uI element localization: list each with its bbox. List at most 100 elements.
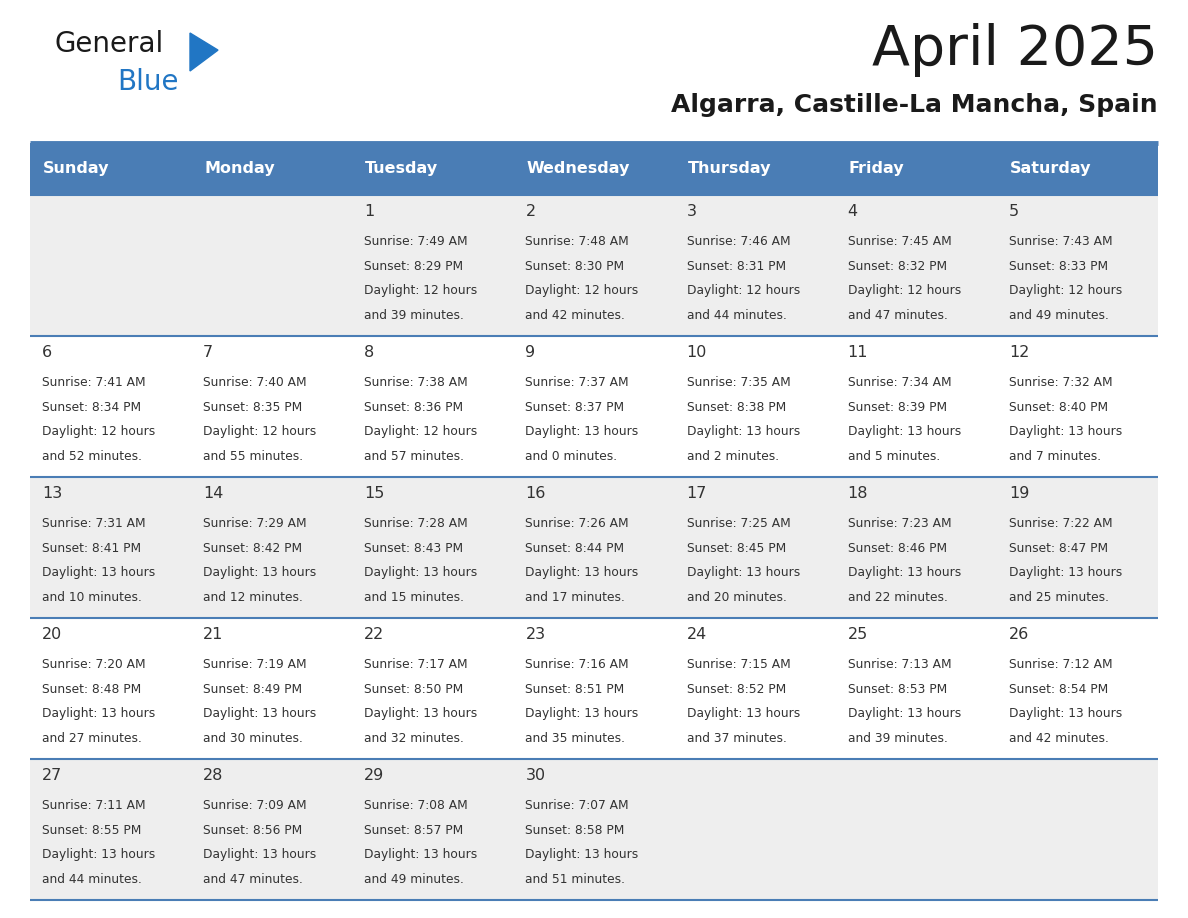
Text: and 27 minutes.: and 27 minutes. [42, 732, 141, 745]
Text: Daylight: 12 hours: Daylight: 12 hours [203, 425, 316, 439]
Text: Daylight: 13 hours: Daylight: 13 hours [848, 708, 961, 721]
Text: 28: 28 [203, 768, 223, 783]
Text: Daylight: 13 hours: Daylight: 13 hours [525, 708, 639, 721]
Text: Blue: Blue [116, 68, 178, 96]
Text: Monday: Monday [204, 162, 274, 176]
Text: and 44 minutes.: and 44 minutes. [687, 309, 786, 322]
Text: Saturday: Saturday [1010, 162, 1092, 176]
Text: Daylight: 13 hours: Daylight: 13 hours [365, 848, 478, 861]
Text: and 57 minutes.: and 57 minutes. [365, 450, 465, 463]
Text: and 49 minutes.: and 49 minutes. [365, 873, 465, 886]
Text: Sunset: 8:57 PM: Sunset: 8:57 PM [365, 823, 463, 836]
Text: 10: 10 [687, 345, 707, 360]
Text: and 25 minutes.: and 25 minutes. [1009, 591, 1108, 604]
Text: Sunset: 8:33 PM: Sunset: 8:33 PM [1009, 260, 1108, 273]
Text: Thursday: Thursday [688, 162, 771, 176]
Text: Sunset: 8:49 PM: Sunset: 8:49 PM [203, 683, 302, 696]
Text: Wednesday: Wednesday [526, 162, 630, 176]
Text: Sunset: 8:56 PM: Sunset: 8:56 PM [203, 823, 303, 836]
Text: Sunrise: 7:17 AM: Sunrise: 7:17 AM [365, 658, 468, 671]
FancyBboxPatch shape [835, 143, 997, 195]
Text: 24: 24 [687, 627, 707, 642]
FancyBboxPatch shape [30, 336, 1158, 477]
Text: 5: 5 [1009, 204, 1019, 219]
Text: Sunrise: 7:34 AM: Sunrise: 7:34 AM [848, 376, 952, 389]
Text: 22: 22 [365, 627, 385, 642]
Text: Daylight: 13 hours: Daylight: 13 hours [42, 566, 156, 579]
Text: Sunrise: 7:26 AM: Sunrise: 7:26 AM [525, 517, 630, 530]
Text: 4: 4 [848, 204, 858, 219]
Text: Sunrise: 7:19 AM: Sunrise: 7:19 AM [203, 658, 307, 671]
Text: 29: 29 [365, 768, 385, 783]
Text: Tuesday: Tuesday [365, 162, 438, 176]
FancyBboxPatch shape [997, 143, 1158, 195]
Text: Sunrise: 7:07 AM: Sunrise: 7:07 AM [525, 799, 630, 812]
Text: 21: 21 [203, 627, 223, 642]
Text: 8: 8 [365, 345, 374, 360]
Text: Daylight: 13 hours: Daylight: 13 hours [365, 708, 478, 721]
Text: and 0 minutes.: and 0 minutes. [525, 450, 618, 463]
FancyBboxPatch shape [30, 143, 191, 195]
Text: Sunrise: 7:49 AM: Sunrise: 7:49 AM [365, 235, 468, 248]
Text: 30: 30 [525, 768, 545, 783]
Text: Daylight: 12 hours: Daylight: 12 hours [525, 285, 639, 297]
Text: and 55 minutes.: and 55 minutes. [203, 450, 303, 463]
Text: 25: 25 [848, 627, 868, 642]
Text: Sunset: 8:36 PM: Sunset: 8:36 PM [365, 400, 463, 414]
Text: Friday: Friday [848, 162, 904, 176]
Text: and 17 minutes.: and 17 minutes. [525, 591, 625, 604]
Text: and 44 minutes.: and 44 minutes. [42, 873, 141, 886]
Text: and 42 minutes.: and 42 minutes. [525, 309, 625, 322]
Text: Sunset: 8:53 PM: Sunset: 8:53 PM [848, 683, 947, 696]
Text: Daylight: 12 hours: Daylight: 12 hours [42, 425, 156, 439]
Text: Sunrise: 7:09 AM: Sunrise: 7:09 AM [203, 799, 307, 812]
Text: Sunrise: 7:40 AM: Sunrise: 7:40 AM [203, 376, 307, 389]
Text: Sunday: Sunday [43, 162, 109, 176]
Text: and 51 minutes.: and 51 minutes. [525, 873, 625, 886]
Text: Sunset: 8:50 PM: Sunset: 8:50 PM [365, 683, 463, 696]
Text: and 30 minutes.: and 30 minutes. [203, 732, 303, 745]
Text: Sunset: 8:35 PM: Sunset: 8:35 PM [203, 400, 303, 414]
Text: 2: 2 [525, 204, 536, 219]
Text: Sunset: 8:41 PM: Sunset: 8:41 PM [42, 542, 141, 554]
Text: Daylight: 13 hours: Daylight: 13 hours [1009, 708, 1123, 721]
Text: and 49 minutes.: and 49 minutes. [1009, 309, 1108, 322]
Text: 15: 15 [365, 486, 385, 501]
Text: 20: 20 [42, 627, 62, 642]
Text: Sunrise: 7:12 AM: Sunrise: 7:12 AM [1009, 658, 1112, 671]
Text: Sunrise: 7:16 AM: Sunrise: 7:16 AM [525, 658, 630, 671]
Text: and 47 minutes.: and 47 minutes. [203, 873, 303, 886]
Text: Sunset: 8:46 PM: Sunset: 8:46 PM [848, 542, 947, 554]
Text: Sunrise: 7:31 AM: Sunrise: 7:31 AM [42, 517, 146, 530]
FancyBboxPatch shape [675, 143, 835, 195]
Text: 9: 9 [525, 345, 536, 360]
Text: and 10 minutes.: and 10 minutes. [42, 591, 141, 604]
Text: Daylight: 13 hours: Daylight: 13 hours [1009, 425, 1123, 439]
Text: Sunrise: 7:08 AM: Sunrise: 7:08 AM [365, 799, 468, 812]
Text: Sunset: 8:34 PM: Sunset: 8:34 PM [42, 400, 141, 414]
Text: Sunset: 8:43 PM: Sunset: 8:43 PM [365, 542, 463, 554]
Text: Daylight: 13 hours: Daylight: 13 hours [848, 566, 961, 579]
Text: Sunset: 8:31 PM: Sunset: 8:31 PM [687, 260, 785, 273]
Text: Daylight: 13 hours: Daylight: 13 hours [525, 848, 639, 861]
Text: Sunrise: 7:15 AM: Sunrise: 7:15 AM [687, 658, 790, 671]
Text: 14: 14 [203, 486, 223, 501]
Text: and 15 minutes.: and 15 minutes. [365, 591, 465, 604]
Text: Daylight: 12 hours: Daylight: 12 hours [365, 425, 478, 439]
Text: Sunset: 8:37 PM: Sunset: 8:37 PM [525, 400, 625, 414]
Text: Daylight: 13 hours: Daylight: 13 hours [687, 708, 800, 721]
FancyBboxPatch shape [30, 477, 1158, 618]
Text: April 2025: April 2025 [872, 23, 1158, 77]
Text: 7: 7 [203, 345, 214, 360]
Text: Daylight: 13 hours: Daylight: 13 hours [42, 708, 156, 721]
Text: Sunrise: 7:28 AM: Sunrise: 7:28 AM [365, 517, 468, 530]
Text: and 39 minutes.: and 39 minutes. [848, 732, 948, 745]
Text: Sunrise: 7:38 AM: Sunrise: 7:38 AM [365, 376, 468, 389]
Text: 18: 18 [848, 486, 868, 501]
Text: Sunrise: 7:13 AM: Sunrise: 7:13 AM [848, 658, 952, 671]
Text: Sunrise: 7:41 AM: Sunrise: 7:41 AM [42, 376, 146, 389]
Text: and 12 minutes.: and 12 minutes. [203, 591, 303, 604]
Text: Daylight: 12 hours: Daylight: 12 hours [848, 285, 961, 297]
Text: Sunset: 8:42 PM: Sunset: 8:42 PM [203, 542, 302, 554]
Text: Sunrise: 7:48 AM: Sunrise: 7:48 AM [525, 235, 630, 248]
